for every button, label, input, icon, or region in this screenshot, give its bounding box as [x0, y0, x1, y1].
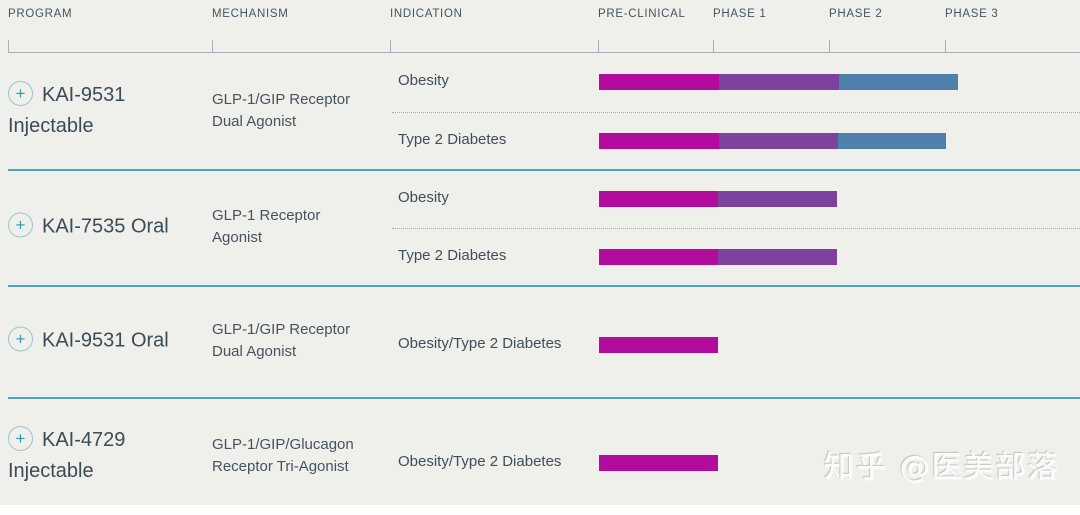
column-header: MECHANISM [212, 8, 289, 20]
column-header: PHASE 2 [829, 8, 883, 20]
axis-tick [390, 40, 391, 52]
program-cell: + KAI-9531 Oral [8, 326, 204, 357]
indication-label: Obesity/Type 2 Diabetes [398, 335, 562, 352]
mechanism-line: GLP-1/GIP/Glucagon [212, 436, 354, 453]
mechanism-cell: GLP-1 Receptor Agonist [212, 205, 390, 249]
column-header: PHASE 1 [713, 8, 767, 20]
column-header: INDICATION [390, 8, 463, 20]
mechanism-cell: GLP-1/GIP/Glucagon Receptor Tri-Agonist [212, 434, 390, 478]
row-divider [8, 397, 1080, 399]
bar-segment-pre-clinical [599, 337, 718, 353]
expand-plus-button[interactable]: + [8, 212, 33, 238]
indication-divider [392, 228, 1080, 229]
row-divider [8, 169, 1080, 171]
indication-label: Obesity [398, 189, 449, 206]
column-header: PRE-CLINICAL [598, 8, 686, 20]
program-cell: + KAI-7535 Oral [8, 212, 204, 243]
indication-label: Type 2 Diabetes [398, 131, 507, 148]
axis-tick [212, 40, 213, 52]
program-name: KAI-7535 Oral [42, 215, 169, 238]
bar-segment-phase-2 [838, 133, 946, 149]
program-cell: + KAI-9531 Injectable [8, 80, 204, 142]
pipeline-row: + KAI-4729 Injectable GLP-1/GIP/Glucagon Re… [0, 397, 1080, 515]
pipeline-row: + KAI-7535 Oral GLP-1 Receptor Agonist [0, 169, 1080, 285]
bar-segment-pre-clinical [599, 191, 718, 207]
bar-segment-pre-clinical [599, 133, 719, 149]
pipeline-row: + KAI-9531 Oral GLP-1/GIP Receptor Dual Ago… [0, 285, 1080, 397]
bar-segment-phase-1 [718, 249, 837, 265]
bar-segment-pre-clinical [599, 455, 718, 471]
bar-segment-pre-clinical [599, 249, 718, 265]
expand-plus-button[interactable]: + [8, 426, 33, 452]
bar-segment-phase-1 [719, 74, 839, 90]
mechanism-line: Receptor Tri-Agonist [212, 458, 349, 475]
mechanism-line: GLP-1 Receptor [212, 207, 321, 224]
indication-divider [392, 112, 1080, 113]
axis-tick [713, 40, 714, 52]
mechanism-cell: GLP-1/GIP Receptor Dual Agonist [212, 319, 390, 363]
mechanism-line: GLP-1/GIP Receptor [212, 321, 351, 338]
bar-segment-phase-1 [719, 133, 838, 149]
column-header: PROGRAM [8, 8, 73, 20]
expand-plus-button[interactable]: + [8, 326, 33, 352]
mechanism-line: GLP-1/GIP Receptor [212, 90, 351, 108]
program-name: KAI-9531 Oral [42, 329, 169, 352]
mechanism-cell: GLP-1/GIP Receptor Dual Agonist [212, 89, 390, 133]
mechanism-line: Dual Agonist [212, 343, 297, 360]
watermark: 知乎 @医美部落 [824, 450, 1060, 485]
mechanism-line: Agonist [212, 229, 263, 246]
bar-segment-phase-1 [718, 191, 837, 207]
bar-segment-phase-2 [839, 74, 958, 90]
header-axis-line [8, 52, 1080, 53]
mechanism-line: Dual Agonist [212, 112, 297, 130]
bar-segment-pre-clinical [599, 74, 719, 90]
indication-label: Obesity/Type 2 Diabetes [398, 453, 562, 470]
axis-tick [598, 40, 599, 52]
indication-label: Type 2 Diabetes [398, 247, 507, 264]
program-name: KAI-9531 Injectable [8, 83, 126, 137]
axis-tick [8, 40, 9, 52]
axis-tick [945, 40, 946, 52]
expand-plus-button[interactable]: + [8, 80, 33, 106]
row-divider [8, 285, 1080, 287]
column-header: PHASE 3 [945, 8, 999, 20]
program-cell: + KAI-4729 Injectable [8, 425, 204, 487]
pipeline-row: + KAI-9531 Injectable GLP-1/GIP Receptor Du… [0, 52, 1080, 169]
axis-tick [829, 40, 830, 52]
bottom-margin [0, 505, 1080, 515]
program-name: KAI-4729 Injectable [8, 429, 126, 482]
indication-label: Obesity [398, 72, 449, 89]
